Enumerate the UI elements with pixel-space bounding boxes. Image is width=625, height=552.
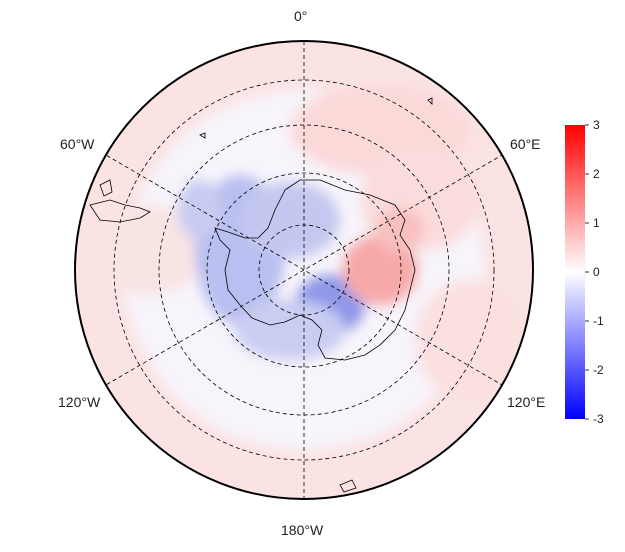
meridian-label-120e: 120°E [507, 394, 546, 410]
meridian-label-60w: 60°W [60, 136, 95, 152]
map-boundary [74, 40, 534, 500]
meridian-label-180w: 180°W [281, 522, 324, 538]
anomaly-field [75, 41, 533, 499]
colorbar [565, 125, 585, 419]
meridian-label-0: 0° [294, 8, 308, 24]
colorbar-tick-label: 3 [593, 118, 600, 132]
colorbar-tick-label: -2 [593, 363, 604, 377]
colorbar-tick-label: -3 [593, 412, 604, 426]
colorbar-tick-label: 0 [593, 265, 600, 279]
meridian-label-60e: 60°E [510, 136, 541, 152]
colorbar-tick-label: 2 [593, 167, 600, 181]
colorbar-tick-label: -1 [593, 314, 604, 328]
colorbar-tick-marks [585, 124, 589, 420]
antarctica-coastline [89, 97, 433, 493]
meridian-label-120w: 120°W [58, 394, 101, 410]
graticule [106, 41, 502, 499]
colorbar-tick-label: 1 [593, 216, 600, 230]
